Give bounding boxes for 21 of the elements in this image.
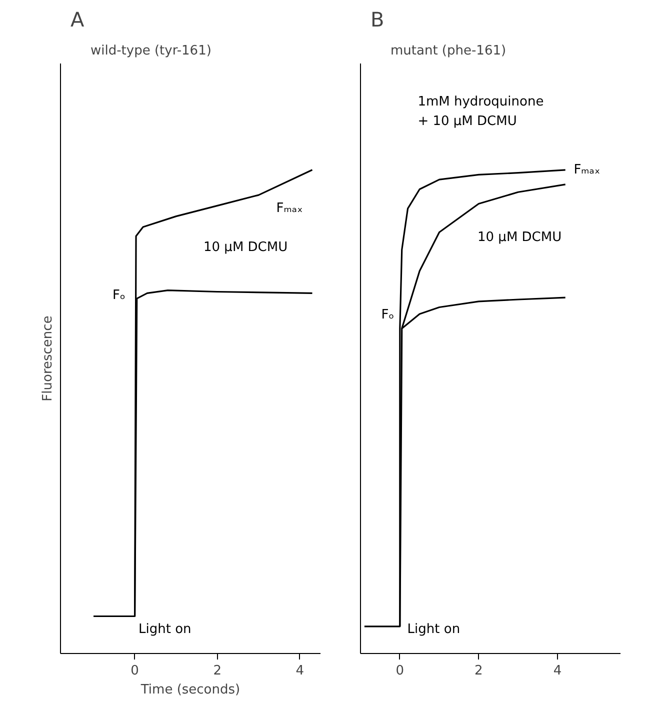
annotation: 10 μM DCMU xyxy=(478,230,562,246)
chart-subtitle: mutant (phe-161) xyxy=(390,44,506,58)
annotation: Fₘₐₓ xyxy=(574,162,600,178)
chart-title: B xyxy=(370,8,384,32)
x-tick-label: 4 xyxy=(553,664,562,678)
chart-subtitle: wild-type (tyr-161) xyxy=(90,44,212,58)
chart-title: A xyxy=(70,8,84,32)
x-tick-label: 2 xyxy=(213,664,222,678)
text: 1mM hydroquinone + 10 μM DCMU xyxy=(418,94,544,130)
annotation: Fₒ xyxy=(381,307,394,322)
x-tick-label: 2 xyxy=(474,664,483,678)
x-tick-label: 0 xyxy=(396,664,404,678)
y-axis-title: Fluorescence xyxy=(40,316,56,402)
annotation: Light on xyxy=(138,622,192,637)
annotation: Fₒ xyxy=(112,288,126,304)
annotation: Fₘₐₓ xyxy=(276,201,303,216)
x-tick-label: 0 xyxy=(130,664,139,678)
x-tick-label: 4 xyxy=(296,664,304,678)
x-axis-title: Time (seconds) xyxy=(140,682,240,698)
annotation: Light on xyxy=(407,622,460,637)
annotation: 10 μM DCMU xyxy=(204,240,288,255)
